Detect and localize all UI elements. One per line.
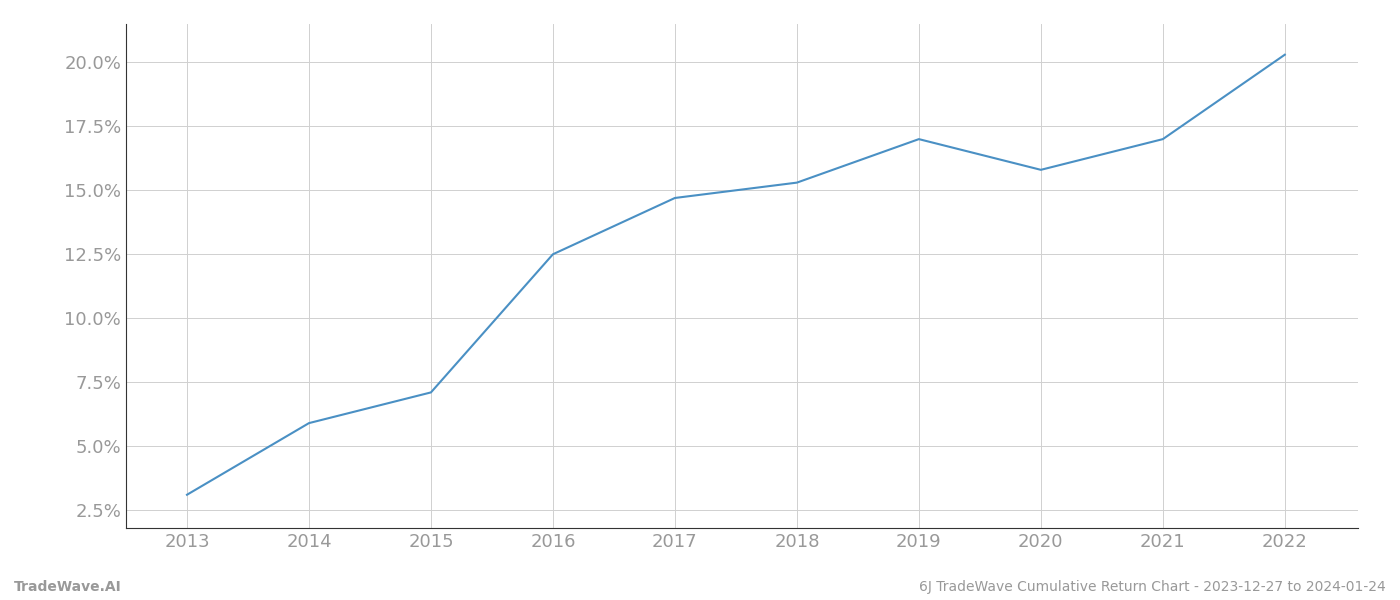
Text: TradeWave.AI: TradeWave.AI bbox=[14, 580, 122, 594]
Text: 6J TradeWave Cumulative Return Chart - 2023-12-27 to 2024-01-24: 6J TradeWave Cumulative Return Chart - 2… bbox=[920, 580, 1386, 594]
